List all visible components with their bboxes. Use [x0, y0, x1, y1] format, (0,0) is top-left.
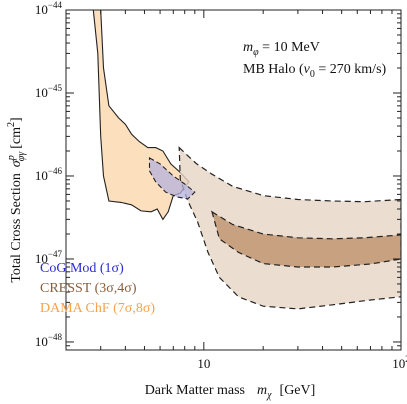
- y-axis-label: Total Cross Sectionσpφγ[cm2]: [6, 117, 27, 282]
- x-tick-label: 102: [392, 354, 407, 371]
- annotation-line-1: mφ = 10 MeV: [243, 40, 320, 58]
- cresst-region-outer: [178, 146, 401, 310]
- ticks-layer: 10 102 10−44 10−45 10−46 10−47 10−48: [35, 0, 407, 371]
- cresst-region-inner: [211, 210, 401, 268]
- y-tick-label: 10−45: [35, 83, 63, 100]
- y-tick-label: 10−47: [35, 249, 63, 266]
- y-tick-label: 10−44: [35, 0, 63, 17]
- regions-layer: [92, 10, 401, 310]
- legend-entry-cog: CoG Mod (1σ): [40, 261, 124, 276]
- legend-entry-cresst: CRESST (3σ,4σ): [40, 281, 137, 296]
- cog-region: [148, 156, 196, 200]
- y-tick-label: 10−46: [35, 166, 63, 183]
- annotation: mφ = 10 MeV MB Halo (v0 = 270 km/s): [243, 40, 387, 80]
- legend: CoG Mod (1σ) CRESST (3σ,4σ) DAMA ChF (7σ…: [40, 261, 155, 316]
- x-tick-label: 10: [197, 356, 210, 371]
- annotation-line-2: MB Halo (v0 = 270 km/s): [243, 62, 387, 80]
- y-tick-label: 10−48: [35, 332, 63, 349]
- x-axis-label: Dark Matter mass mχ [GeV]: [145, 383, 316, 401]
- legend-entry-dama: DAMA ChF (7σ,8σ): [40, 301, 155, 316]
